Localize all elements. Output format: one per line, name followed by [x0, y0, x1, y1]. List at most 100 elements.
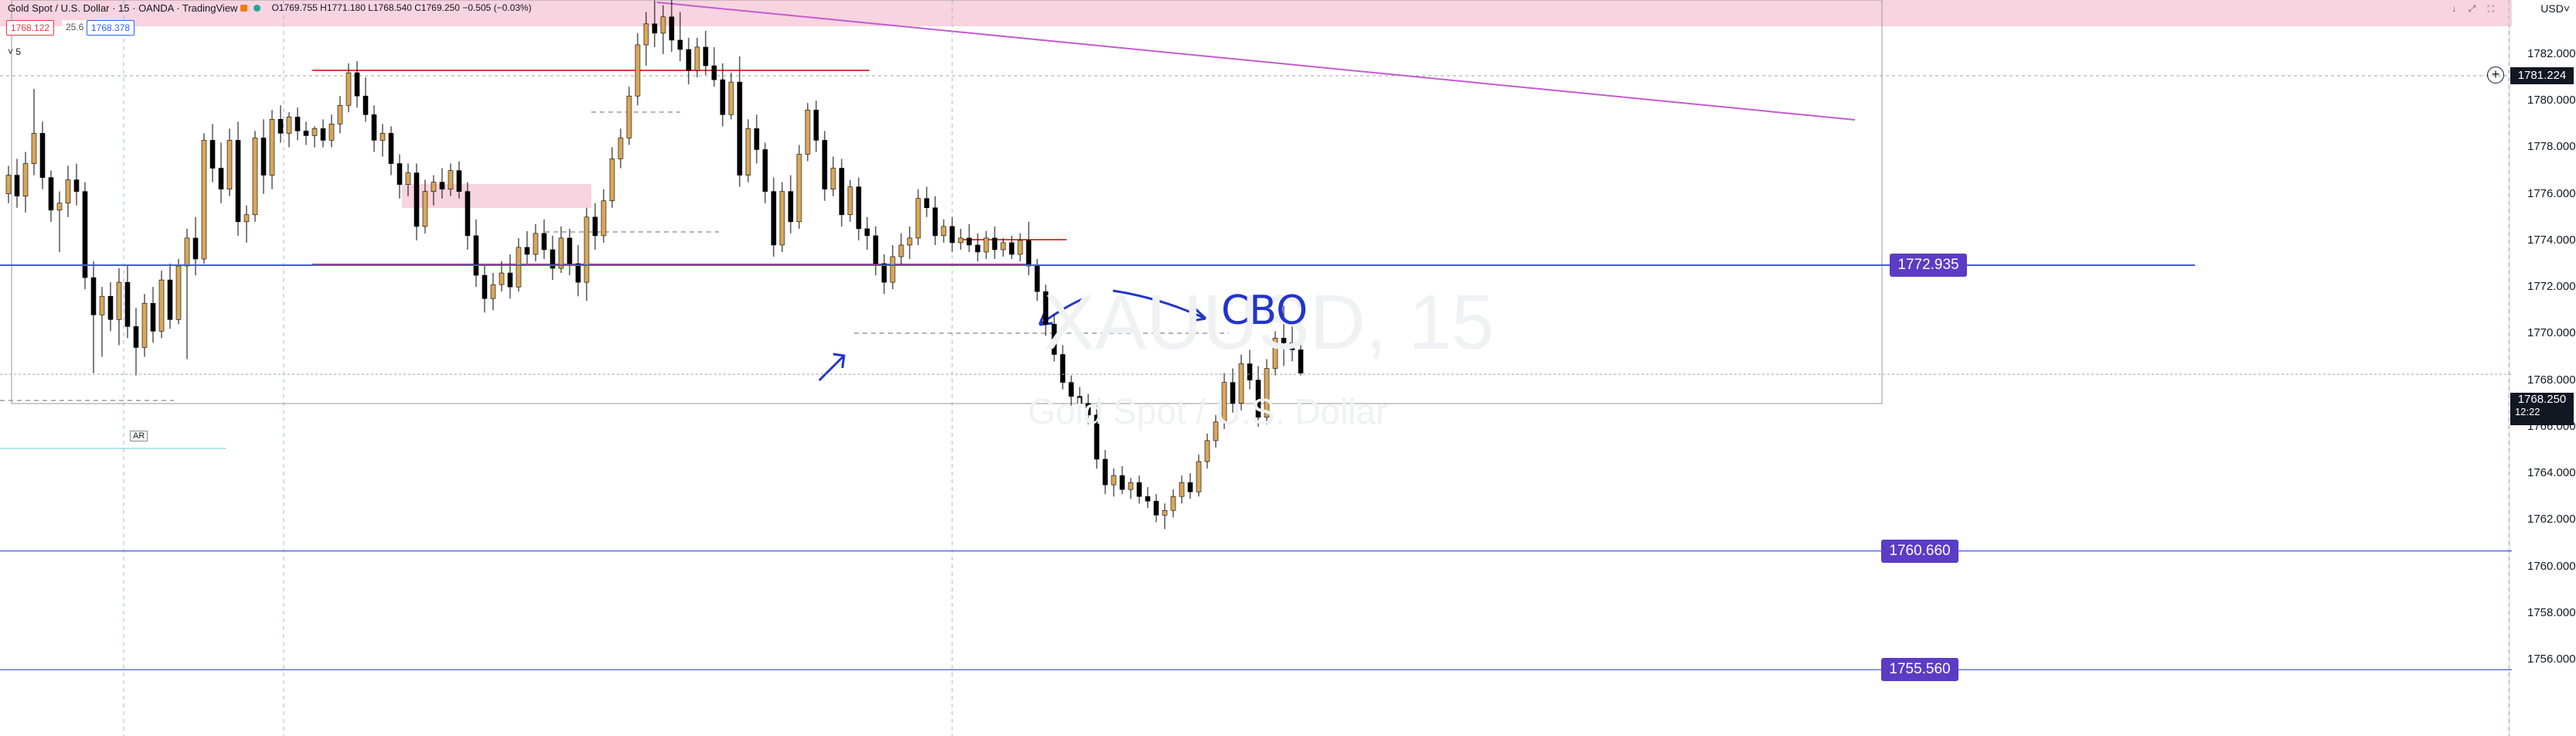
candle [337, 96, 343, 134]
candle-body [567, 237, 573, 264]
arrow-annotation [1112, 289, 1207, 322]
candle-body [1000, 242, 1006, 250]
candle-body [1094, 414, 1100, 460]
candle [805, 103, 811, 162]
candle [22, 152, 29, 213]
candle [158, 271, 165, 339]
candle [1221, 373, 1227, 429]
candle-body [218, 168, 224, 189]
candle [1060, 345, 1066, 390]
candle-body [1136, 482, 1142, 497]
candle [720, 63, 726, 127]
axis-tick-label: 1780.000 [2527, 94, 2576, 107]
candle [447, 163, 454, 196]
market-status-icon [240, 4, 248, 12]
candle-body [362, 95, 369, 115]
candle [1298, 338, 1304, 376]
candle [703, 30, 709, 76]
candle [949, 216, 955, 252]
candle [243, 205, 250, 243]
candle [73, 163, 80, 206]
candle-body [1289, 342, 1295, 350]
candle [779, 182, 785, 252]
candle-body [813, 109, 819, 141]
candle-body [609, 158, 615, 202]
candle-body [754, 128, 760, 150]
candle [652, 0, 658, 47]
currency-selector[interactable]: USD˅ [2540, 2, 2570, 15]
candle-body [379, 133, 386, 141]
candle [1230, 368, 1236, 413]
candle [320, 119, 326, 148]
candle [464, 182, 471, 250]
candle-body [107, 295, 114, 320]
candle [1281, 305, 1287, 366]
candle-body [524, 247, 530, 255]
candle-body [39, 133, 46, 178]
candle [907, 226, 913, 260]
candle-body [1238, 363, 1244, 404]
candle [762, 142, 768, 203]
candle-body [932, 207, 938, 237]
candle-body [635, 44, 641, 97]
candle-body [550, 249, 556, 269]
candle-body [456, 170, 462, 192]
candle [609, 147, 615, 208]
candle [328, 114, 335, 148]
candle-body [898, 244, 904, 257]
candle [737, 56, 743, 187]
candle [524, 230, 530, 264]
candle-body [464, 191, 471, 237]
candle-body [48, 177, 54, 211]
candle [754, 114, 760, 164]
candle [1272, 331, 1278, 376]
candle [822, 131, 828, 201]
candle-body [1204, 440, 1210, 462]
candle-body [14, 175, 20, 197]
candle-body [873, 235, 879, 264]
candle-body [294, 117, 301, 131]
candle [1000, 237, 1006, 257]
candle-body [669, 16, 675, 41]
candle [201, 133, 207, 264]
candle [286, 112, 292, 148]
candle-body [150, 302, 156, 332]
candle-body [99, 295, 105, 315]
window-controls[interactable]: ↓ ⤢ ⛶ [2452, 3, 2499, 14]
candle [677, 12, 683, 62]
candle-body [507, 272, 513, 288]
symbol-title[interactable]: Gold Spot / U.S. Dollar · 15 · OANDA · T… [8, 2, 238, 14]
candle [235, 121, 241, 236]
candle [839, 158, 845, 227]
candlestick-series [5, 0, 1304, 530]
candle [413, 163, 420, 240]
candle [405, 163, 411, 196]
candle [1162, 503, 1168, 530]
current-price-value: 1768.250 [2517, 393, 2567, 406]
candle-body [269, 119, 275, 175]
ask-price-button[interactable]: 1768.378 [87, 20, 135, 36]
candle-body [82, 191, 88, 278]
candle-body [209, 140, 216, 169]
candle-body [90, 277, 97, 315]
candle-body [915, 198, 921, 239]
candle [915, 189, 921, 245]
candle-body [822, 140, 828, 189]
axis-tick-label: 1768.000 [2527, 373, 2576, 387]
candle [711, 46, 717, 87]
candle-body [728, 81, 734, 115]
ar-label: AR [130, 431, 148, 441]
add-alert-icon[interactable]: + [2487, 66, 2504, 83]
candle-body [890, 256, 896, 283]
candle [1255, 366, 1261, 427]
indicator-toggle[interactable]: ˅ 5 [8, 46, 22, 57]
candle [592, 203, 598, 250]
candle-body [405, 172, 411, 185]
candle [847, 179, 853, 222]
candle [473, 219, 479, 288]
bid-price-button[interactable]: 1768.122 [6, 20, 55, 36]
candle-body [235, 140, 241, 223]
candle-body [226, 140, 233, 189]
candle [456, 161, 462, 199]
